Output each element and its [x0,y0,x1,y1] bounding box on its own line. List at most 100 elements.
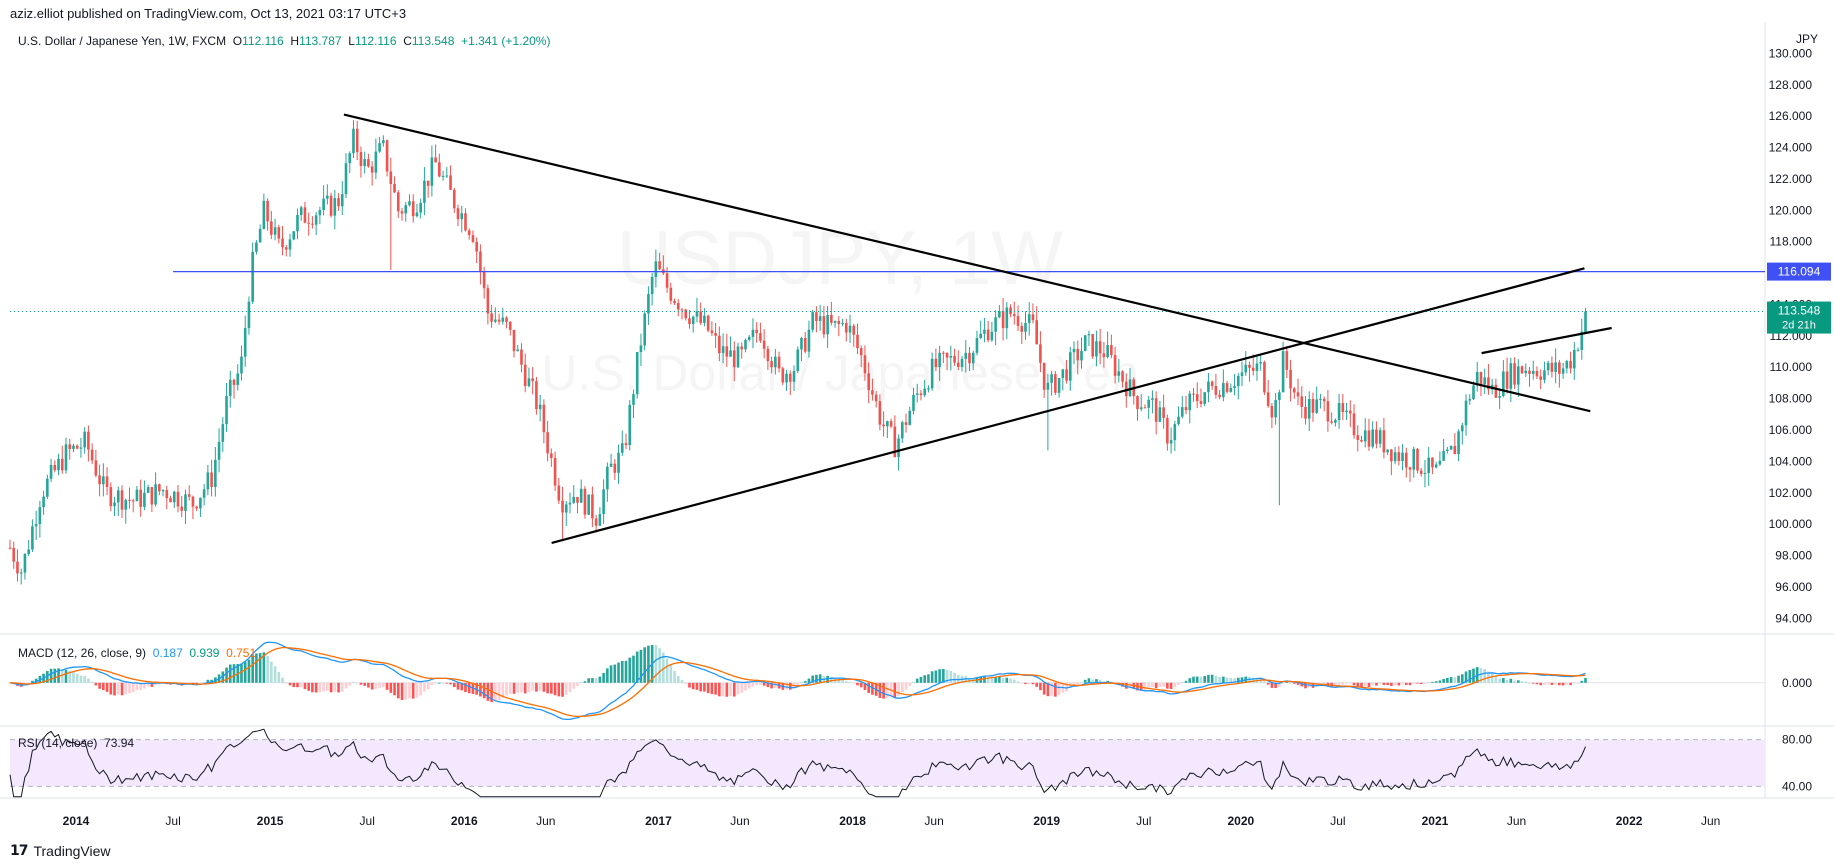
candle-body [195,506,198,509]
macd-histogram-bar [732,682,736,697]
macd-histogram-bar [490,682,493,703]
macd-histogram-bar [452,682,456,688]
candle-body [1550,362,1554,372]
candle-body [1307,398,1311,419]
macd-histogram-bar [1408,682,1412,686]
candle-body [232,379,236,385]
close-value: 113.548 [411,34,455,48]
macd-histogram-bar [1177,682,1180,686]
candle-body [900,422,904,439]
macd-histogram-bar [210,679,213,683]
candle-body [210,472,213,488]
price-chart[interactable]: USDJPY, 1W U.S. Dollar / Japanese Yen 94… [0,22,1834,842]
macd-histogram-bar [1464,671,1468,683]
candle-body [1225,383,1229,392]
rsi-title: RSI (14, close) [18,736,98,750]
candle-body [284,247,288,250]
macd-histogram-bar [1188,678,1192,683]
macd-histogram-bar [199,682,202,684]
candle-body [1423,473,1427,475]
macd-histogram-bar [1289,682,1292,684]
time-tick-label: 2022 [1616,814,1643,828]
candle-body [643,313,646,346]
macd-histogram-bar [714,682,717,695]
candle-body [971,352,975,364]
candle-body [139,489,142,507]
candle-body [1427,457,1431,474]
candle-body [676,303,680,310]
macd-histogram-bar [378,682,381,688]
macd-histogram-bar [915,678,919,683]
candle-body [31,526,34,550]
macd-histogram-bar [1083,679,1087,683]
macd-histogram-bar [1263,681,1266,683]
macd-histogram-bar [736,682,740,695]
macd-histogram-bar [1087,678,1091,683]
candle-body [307,222,310,224]
macd-histogram-bar [348,682,352,686]
candle-body [1326,401,1330,422]
candle-body [923,388,926,396]
macd-histogram-bar [1543,682,1546,686]
candle-body [1487,377,1490,390]
macd-histogram-bar [1278,682,1281,688]
candle-body [1173,424,1177,441]
macd-histogram-bar [109,682,113,695]
macd-histogram-bar [912,681,915,683]
candle-body [542,404,546,433]
symbol-legend[interactable]: U.S. Dollar / Japanese Yen, 1W, FXCM O11… [18,34,550,48]
candle-body [199,497,202,509]
candle-body [628,404,632,446]
candle-body [370,166,374,173]
candle-body [837,320,841,325]
macd-histogram-bar [1345,682,1348,684]
candle-body [1322,398,1326,402]
candle-body [273,227,277,235]
macd-histogram-bar [434,682,437,684]
candle-body [1382,430,1386,453]
macd-histogram-bar [494,682,497,702]
macd-histogram-bar [1528,682,1531,684]
macd-histogram-bar [251,655,254,683]
candle-body [1505,371,1509,389]
macd-histogram-bar [800,681,803,683]
candle-body [352,128,355,154]
macd-histogram-bar [538,682,542,691]
macd-histogram-bar [1375,682,1378,686]
macd-histogram-bar [94,682,98,686]
candle-body [744,339,747,350]
macd-histogram-bar [1218,677,1221,683]
candle-body [1315,399,1318,413]
macd-histogram-bar [1576,682,1580,684]
candle-body [1195,394,1199,402]
trendline [551,267,1585,545]
candle-body [404,205,408,214]
candle-body [456,208,460,220]
macd-histogram-bar [1236,677,1240,683]
time-tick-label: 2018 [839,814,866,828]
rsi-band [10,739,1765,787]
macd-histogram-bar [1020,682,1024,684]
macd-histogram-bar [1416,682,1419,684]
candle-body [803,337,807,352]
macd-histogram-bar [561,682,564,697]
candle-body [53,465,57,471]
candle-body [158,484,161,492]
macd-histogram-bar [1401,682,1404,685]
macd-histogram-bar [1296,682,1300,685]
candle-body [314,215,318,225]
macd-histogram-bar [1498,678,1501,683]
candle-body [591,494,594,519]
candle-body [1128,379,1132,397]
macd-histogram-bar [83,675,86,683]
candle-body [1356,435,1360,440]
candle-body [927,388,930,390]
candle-body [113,502,116,507]
macd-legend[interactable]: MACD (12, 26, close, 9) 0.187 0.939 0.75… [18,646,256,660]
rsi-legend[interactable]: RSI (14, close) 73.94 [18,736,134,750]
candle-body [87,431,90,450]
candle-body [751,329,755,337]
candle-body [811,312,814,330]
macd-histogram-bar [411,682,415,699]
macd-histogram-bar [1378,682,1382,685]
